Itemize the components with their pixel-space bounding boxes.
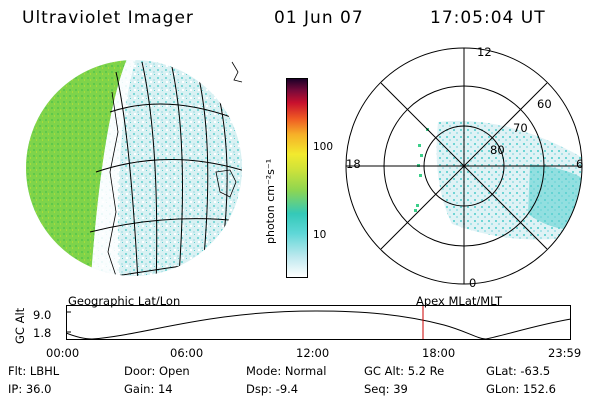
altitude-xtick-1200: 12:00 bbox=[296, 346, 330, 360]
instrument-title: Ultraviolet Imager bbox=[22, 8, 194, 28]
mlt-label-6: 6 bbox=[576, 157, 584, 171]
status-dsp: Dsp: -9.4 bbox=[246, 382, 299, 396]
left-panel-label: Geographic Lat/Lon bbox=[68, 294, 181, 308]
altitude-xtick-1800: 18:00 bbox=[422, 346, 456, 360]
colorbar-unit-label: photon cm⁻²s⁻¹ bbox=[264, 158, 277, 244]
time-label: 17:05:04 UT bbox=[430, 8, 546, 28]
status-door: Door: Open bbox=[124, 364, 190, 378]
altitude-xtick-0600: 06:00 bbox=[170, 346, 204, 360]
status-gc-alt: GC Alt: 5.2 Re bbox=[364, 364, 445, 378]
altitude-plot bbox=[66, 305, 572, 340]
mlt-label-18: 18 bbox=[346, 157, 361, 171]
mlat-label-60: 60 bbox=[537, 97, 552, 111]
date-label: 01 Jun 07 bbox=[274, 8, 364, 28]
colorbar-tick-100: 100 bbox=[313, 141, 334, 153]
altitude-xtick-2359: 23:59 bbox=[548, 346, 582, 360]
altitude-ytick-9: 9.0 bbox=[33, 308, 52, 322]
mlt-label-12: 12 bbox=[477, 45, 492, 59]
polar-plot bbox=[345, 47, 583, 285]
status-mode: Mode: Normal bbox=[246, 364, 327, 378]
colorbar bbox=[286, 78, 308, 278]
status-glon: GLon: 152.6 bbox=[486, 382, 556, 396]
status-flt: Flt: LBHL bbox=[8, 364, 60, 378]
right-panel-label: Apex MLat/MLT bbox=[416, 294, 503, 308]
status-gain: Gain: 14 bbox=[124, 382, 173, 396]
geographic-image bbox=[26, 60, 243, 276]
altitude-xtick-0000: 00:00 bbox=[46, 346, 80, 360]
status-ip: IP: 36.0 bbox=[8, 382, 52, 396]
status-seq: Seq: 39 bbox=[364, 382, 408, 396]
status-glat: GLat: -63.5 bbox=[486, 364, 551, 378]
mlat-label-70: 70 bbox=[513, 121, 528, 135]
colorbar-tick-10: 10 bbox=[313, 229, 327, 241]
altitude-ytick-1-8: 1.8 bbox=[33, 326, 52, 340]
mlat-label-80: 80 bbox=[490, 143, 505, 157]
altitude-ylabel: GC Alt bbox=[13, 307, 27, 344]
mlt-label-0: 0 bbox=[469, 276, 477, 290]
